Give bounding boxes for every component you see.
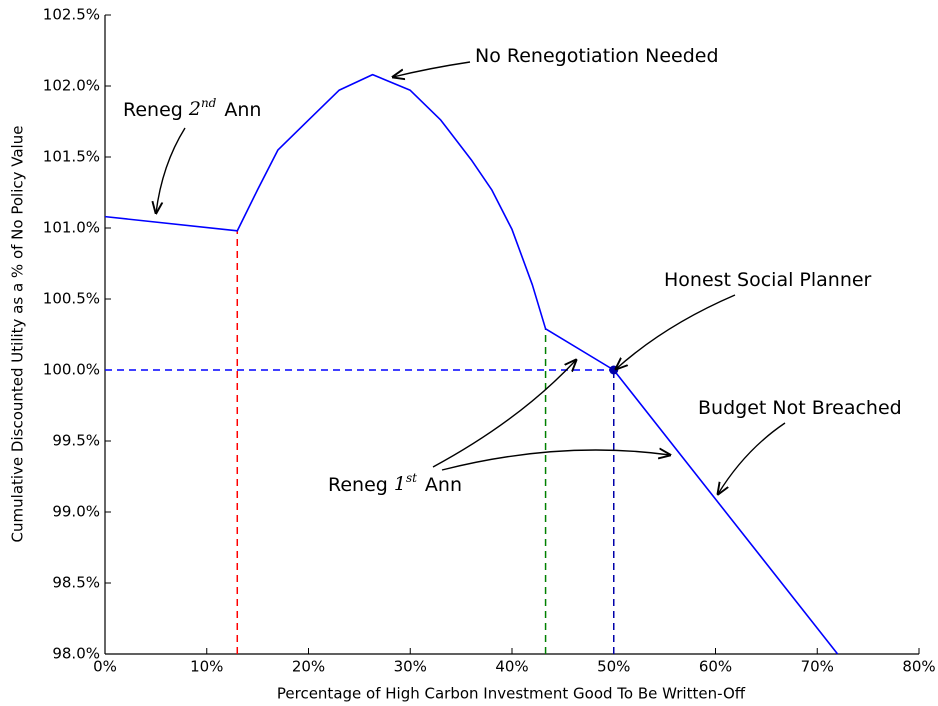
y-axis-label: Cumulative Discounted Utility as a % of … [9, 126, 27, 543]
annotation-text: Reneg [123, 99, 183, 121]
annotation-text: Reneg [328, 474, 388, 496]
x-axis-label: Percentage of High Carbon Investment Goo… [277, 685, 746, 703]
annotation-text: Honest Social Planner [664, 269, 872, 291]
annotation-text: No Renegotiation Needed [475, 45, 719, 67]
y-tick-label: 101.0% [43, 219, 100, 237]
annotation-arrow [393, 61, 471, 77]
y-tick-label: 100.5% [43, 290, 100, 308]
x-tick-label: 30% [394, 658, 427, 676]
annotation-sup: st [406, 471, 417, 485]
point [609, 365, 619, 375]
y-tick-label: 99.0% [52, 503, 100, 521]
x-tick-label: 50% [597, 658, 630, 676]
annotation: No Renegotiation Needed [475, 45, 719, 67]
annotation: Reneg 1st Ann [328, 471, 462, 496]
annotation: Reneg 2nd Ann [123, 96, 261, 121]
y-tick-label: 100.0% [43, 361, 100, 379]
annotation-sup: nd [201, 96, 217, 110]
y-tick-label: 98.0% [52, 645, 100, 663]
x-tick-label: 40% [495, 658, 528, 676]
annotation-arrow [441, 450, 670, 471]
annotation-after: Ann [224, 99, 261, 121]
annotation-arrow [432, 360, 576, 468]
annotation: Honest Social Planner [664, 269, 872, 291]
series-line [104, 73, 839, 655]
x-tick-label: 60% [699, 658, 732, 676]
annotation-text: Budget Not Breached [698, 397, 902, 419]
annotation: Budget Not Breached [698, 397, 902, 419]
x-tick-label: 20% [292, 658, 325, 676]
x-tick-label: 80% [902, 658, 935, 676]
annotation-arrow [616, 294, 736, 369]
annotation-after: Ann [425, 474, 462, 496]
y-tick-label: 101.5% [43, 148, 100, 166]
x-tick-label: 10% [190, 658, 223, 676]
annotation-arrow [718, 422, 786, 494]
x-tick-label: 70% [801, 658, 834, 676]
y-tick-label: 102.0% [43, 77, 100, 95]
y-tick-label: 98.5% [52, 574, 100, 592]
y-tick-label: 99.5% [52, 432, 100, 450]
x-tick-label: 0% [93, 658, 117, 676]
annotation-number: 2 [188, 98, 201, 120]
y-tick-label: 102.5% [43, 6, 100, 24]
annotation-arrow [156, 127, 186, 213]
annotation-number: 1 [394, 473, 406, 495]
